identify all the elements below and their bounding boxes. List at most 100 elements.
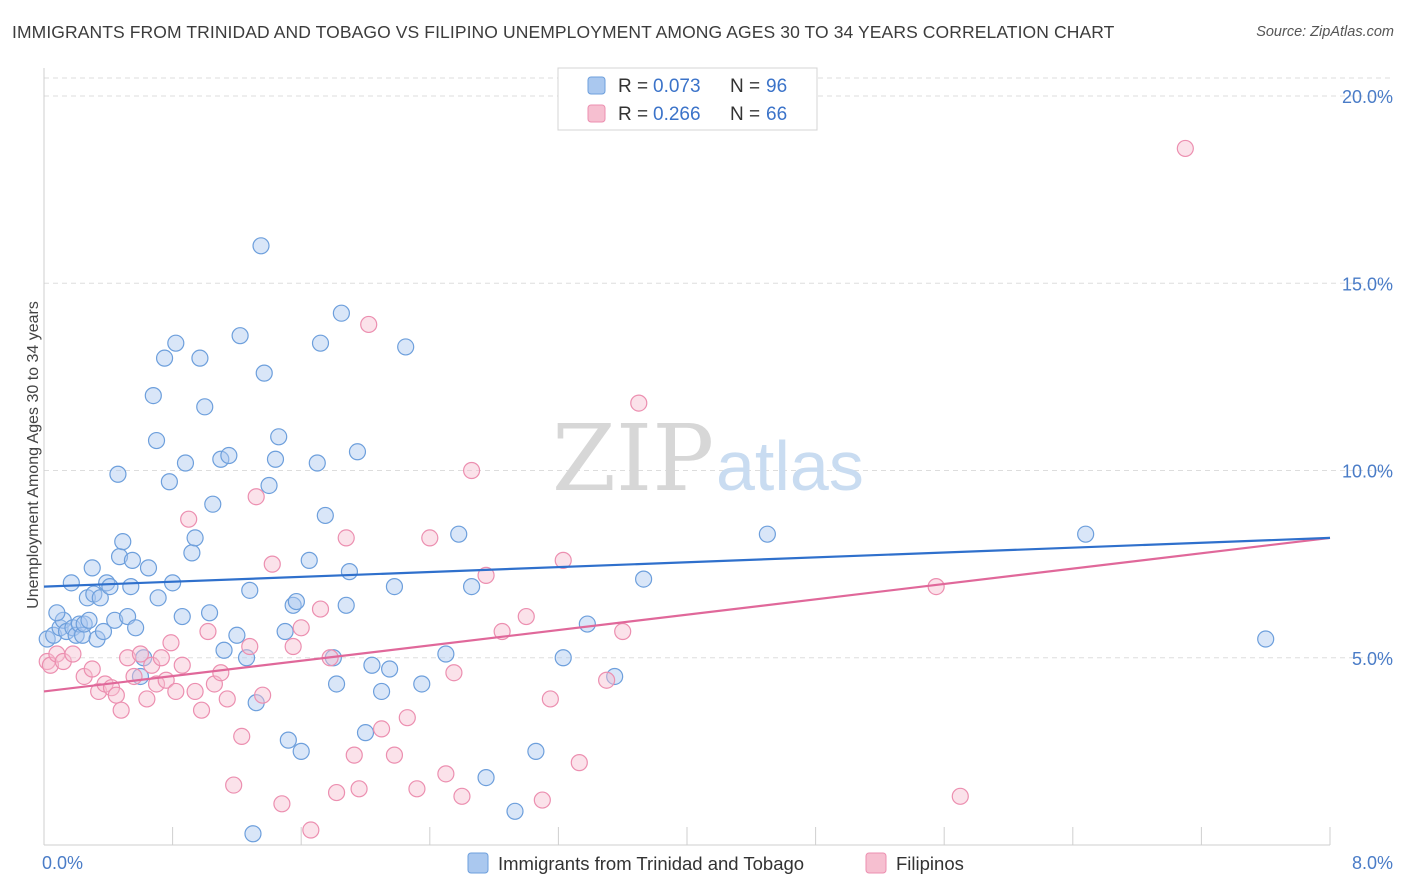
x-tick-label-0: 0.0% (42, 853, 83, 873)
immigrants-point (527, 742, 545, 760)
y-tick-labels: 5.0% 10.0% 15.0% 20.0% (1342, 87, 1393, 669)
filipinos-point (614, 622, 632, 641)
filipinos-point (273, 795, 291, 813)
immigrants-point (91, 589, 109, 607)
immigrants-point (114, 533, 132, 551)
filipinos-point (327, 783, 346, 802)
immigrants-point (160, 473, 178, 491)
immigrants-point (363, 656, 381, 674)
x-tick-labels: 0.0% 8.0% (42, 853, 1393, 873)
filipinos-point (192, 701, 211, 719)
watermark-zip: ZIP (552, 405, 714, 512)
immigrants-point (462, 577, 481, 596)
legend-n-label-2: N = (730, 104, 760, 125)
immigrants-point (385, 577, 404, 596)
trend-line-filipinos (43, 536, 1331, 693)
immigrants-point (191, 349, 209, 367)
filipinos-point (247, 488, 265, 506)
immigrants-point (147, 431, 166, 450)
filipinos-point (292, 619, 310, 637)
filipinos-point (218, 690, 236, 708)
legend-n-label-1: N = (730, 76, 760, 97)
immigrants-point (1077, 525, 1095, 543)
immigrants-point (244, 825, 262, 843)
filipinos-point (385, 746, 404, 764)
immigrants-point (237, 649, 256, 667)
filipinos-point (345, 746, 363, 764)
filipinos-point (533, 791, 551, 809)
filipinos-point (173, 656, 191, 674)
immigrants-point (397, 338, 415, 356)
filipinos-point (83, 660, 101, 678)
immigrants-point (337, 596, 355, 614)
immigrants-point (348, 443, 367, 461)
filipinos-point (107, 686, 125, 704)
immigrants-point (276, 622, 294, 641)
filipinos-point (360, 315, 378, 334)
filipinos-point (462, 461, 481, 480)
legend-swatch-pink (587, 104, 606, 123)
y-tick-label-3: 20.0% (1342, 87, 1393, 107)
filipinos-point (118, 649, 137, 667)
immigrants-point (70, 615, 88, 633)
immigrants-point (149, 589, 167, 607)
immigrants-point (316, 506, 334, 525)
x-tick-label-1: 8.0% (1352, 853, 1393, 873)
axes (43, 68, 1331, 846)
bottom-legend: Immigrants from Trinidad and Tobago Fili… (467, 852, 964, 874)
filipinos-point (162, 634, 180, 652)
immigrants-point (127, 619, 145, 637)
y-tick-label-0: 5.0% (1352, 649, 1393, 669)
immigrants-point (155, 349, 174, 367)
immigrants-point (228, 626, 246, 644)
immigrants-point (48, 604, 66, 622)
immigrants-point (372, 682, 391, 701)
immigrants-point (204, 495, 222, 513)
bottom-legend-swatch-blue (467, 852, 489, 874)
immigrants-point (437, 645, 455, 663)
filipinos-point (1176, 139, 1194, 158)
immigrants-point (186, 529, 204, 547)
immigrants-point (139, 559, 158, 577)
filipinos-point (372, 720, 391, 738)
immigrants-point (109, 465, 127, 483)
immigrants-point (183, 544, 201, 562)
immigrants-point (308, 454, 326, 472)
immigrants-point (287, 592, 305, 611)
watermark-atlas: atlas (716, 427, 864, 505)
filipinos-point (350, 780, 368, 798)
filipinos-point (138, 690, 156, 708)
filipinos-point (225, 776, 243, 794)
filipinos-point (64, 645, 82, 663)
filipinos-point (421, 529, 439, 547)
legend-r-label-2: R = (618, 104, 648, 125)
immigrants-point (80, 611, 98, 629)
immigrants-point (606, 667, 624, 686)
series-immigrants-points (38, 237, 1275, 843)
immigrants-point (356, 724, 375, 742)
filipinos-point (199, 622, 217, 641)
immigrants-point (292, 742, 310, 760)
filipinos-point (630, 394, 648, 412)
filipinos-point (477, 566, 495, 584)
y-tick-label-1: 10.0% (1342, 462, 1393, 482)
immigrants-point (634, 570, 653, 588)
immigrants-point (554, 649, 572, 667)
legend: R = 0.073 N = 96 R = 0.266 N = 66 (557, 67, 818, 131)
immigrants-point (176, 454, 195, 472)
immigrants-point (327, 675, 346, 693)
immigrants-point (477, 768, 495, 787)
y-tick-label-2: 15.0% (1342, 274, 1393, 294)
immigrants-point (101, 577, 119, 596)
immigrants-point (255, 364, 273, 382)
trend-lines (43, 536, 1331, 693)
immigrants-point (260, 476, 278, 495)
y-axis-label: Unemployment Among Ages 30 to 34 years (25, 301, 42, 609)
filipinos-point (112, 701, 130, 719)
bottom-legend-immigrants: Immigrants from Trinidad and Tobago (498, 853, 804, 874)
filipinos-point (254, 686, 272, 704)
immigrants-point (413, 675, 431, 693)
immigrants-point (231, 327, 249, 345)
immigrants-point (266, 450, 285, 468)
immigrants-point (279, 731, 297, 749)
